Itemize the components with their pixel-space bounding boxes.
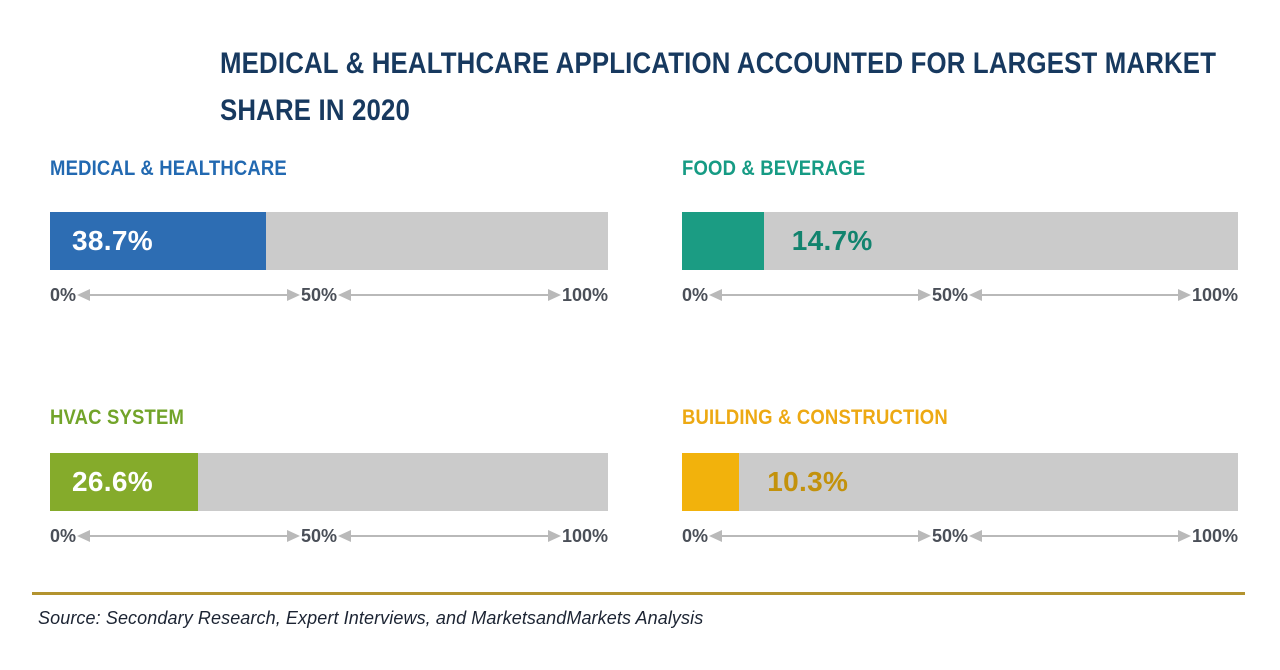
chart-title: MEDICAL & HEALTHCARE APPLICATION ACCOUNT…: [220, 40, 1240, 134]
bar-panel-food-beverage: FOOD & BEVERAGE 14.7% 0% 50% 100%: [682, 156, 1238, 305]
bar-track: 26.6%: [50, 453, 608, 511]
bar-value-label: 26.6%: [72, 466, 153, 497]
bar-track: 14.7%: [682, 212, 1238, 270]
bar-fill: [50, 453, 199, 511]
axis-tick-0: 0%: [682, 526, 709, 546]
bar-value-label: 38.7%: [72, 225, 153, 256]
bar-fill: [682, 453, 740, 511]
axis-tick-50: 50%: [931, 285, 968, 305]
double-arrow-icon: [77, 289, 300, 301]
axis-tick-50: 50%: [300, 285, 337, 305]
double-arrow-icon: [709, 289, 931, 301]
double-arrow-icon: [969, 530, 1191, 542]
chart-title-line1: MEDICAL & HEALTHCARE APPLICATION ACCOUNT…: [220, 47, 1217, 80]
bar-track: 38.7%: [50, 212, 608, 270]
axis-tick-0: 0%: [50, 526, 77, 546]
axis-tick-100: 100%: [561, 285, 608, 305]
axis-scale: 0% 50% 100%: [682, 285, 1238, 305]
double-arrow-icon: [709, 530, 931, 542]
bar-value-label: 10.3%: [767, 466, 849, 497]
axis-tick-100: 100%: [1191, 526, 1238, 546]
axis-scale: 0% 50% 100%: [50, 526, 608, 546]
double-arrow-icon: [969, 289, 1191, 301]
bar-panel-hvac-system: HVAC SYSTEM 26.6% 0% 50% 100%: [50, 405, 608, 546]
chart-title-line2: SHARE IN 2020: [220, 94, 411, 127]
bar-fill: [50, 212, 266, 270]
axis-tick-0: 0%: [682, 285, 709, 305]
axis-tick-100: 100%: [1191, 285, 1238, 305]
category-label: FOOD & BEVERAGE: [682, 157, 866, 180]
axis-tick-50: 50%: [300, 526, 337, 546]
double-arrow-icon: [77, 530, 300, 542]
source-note: Source: Secondary Research, Expert Inter…: [38, 608, 704, 628]
category-label: BUILDING & CONSTRUCTION: [682, 406, 948, 429]
bar-track: 10.3%: [682, 453, 1238, 511]
category-label: MEDICAL & HEALTHCARE: [50, 157, 287, 180]
axis-scale: 0% 50% 100%: [50, 285, 608, 305]
divider-rule: [32, 592, 1245, 595]
bar-panel-medical-healthcare: MEDICAL & HEALTHCARE 38.7% 0% 50% 100%: [50, 156, 608, 305]
bar-panel-building-construction: BUILDING & CONSTRUCTION 10.3% 0% 50% 100…: [682, 405, 1238, 546]
double-arrow-icon: [338, 289, 561, 301]
double-arrow-icon: [338, 530, 561, 542]
axis-tick-50: 50%: [931, 526, 968, 546]
axis-tick-100: 100%: [561, 526, 608, 546]
bar-fill: [682, 212, 764, 270]
category-label: HVAC SYSTEM: [50, 406, 185, 429]
axis-tick-0: 0%: [50, 285, 77, 305]
axis-scale: 0% 50% 100%: [682, 526, 1238, 546]
bar-value-label: 14.7%: [791, 225, 873, 256]
